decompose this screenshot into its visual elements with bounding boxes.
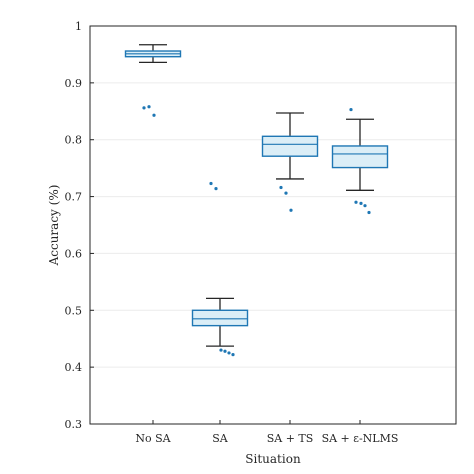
outlier-point xyxy=(289,208,293,212)
box-group xyxy=(331,107,389,215)
outlier-point xyxy=(142,106,146,110)
x-tick-label: SA xyxy=(212,432,229,445)
outlier-point xyxy=(209,181,213,186)
outlier-point xyxy=(223,349,227,353)
x-ticks: No SA SA SA + TS SA + ε-NLMS xyxy=(135,420,398,445)
y-tick-label: 0.8 xyxy=(65,134,83,147)
y-tick-label: 0.5 xyxy=(65,304,83,317)
x-tick-label: SA + TS xyxy=(267,432,314,445)
x-tick-label: No SA xyxy=(135,432,171,445)
y-ticks: 0.3 0.4 0.5 0.6 0.7 0.8 0.9 1 xyxy=(65,20,94,431)
y-tick-label: 0.3 xyxy=(65,418,83,431)
outlier-point xyxy=(231,353,235,357)
y-tick-label: 0.4 xyxy=(65,361,83,374)
outlier-point xyxy=(284,191,288,195)
y-tick-label: 0.7 xyxy=(65,191,83,204)
y-axis-label: Accuracy (%) xyxy=(47,185,61,267)
iqr-box xyxy=(331,145,389,169)
outlier-point xyxy=(359,201,363,205)
outlier-point xyxy=(349,107,353,112)
y-tick-label: 0.9 xyxy=(65,77,83,90)
outlier-point xyxy=(354,200,358,204)
boxes xyxy=(124,44,389,357)
y-tick-label: 1 xyxy=(75,20,82,33)
iqr-box xyxy=(191,309,249,327)
box-group xyxy=(261,112,319,212)
box-group xyxy=(124,44,182,117)
outlier-point xyxy=(214,187,218,191)
plot-frame xyxy=(89,25,457,425)
x-tick-label: SA + ε-NLMS xyxy=(322,432,399,445)
outlier-point xyxy=(363,204,367,208)
outlier-point xyxy=(279,185,283,190)
gridlines xyxy=(90,25,456,425)
outlier-point xyxy=(147,105,151,109)
box-group xyxy=(191,181,249,357)
y-tick-label: 0.6 xyxy=(65,247,83,260)
outlier-point xyxy=(227,351,231,355)
iqr-box xyxy=(261,135,319,157)
outlier-point xyxy=(367,210,371,215)
outlier-point xyxy=(219,348,223,352)
x-axis-label: Situation xyxy=(245,452,301,466)
outlier-point xyxy=(152,113,156,117)
